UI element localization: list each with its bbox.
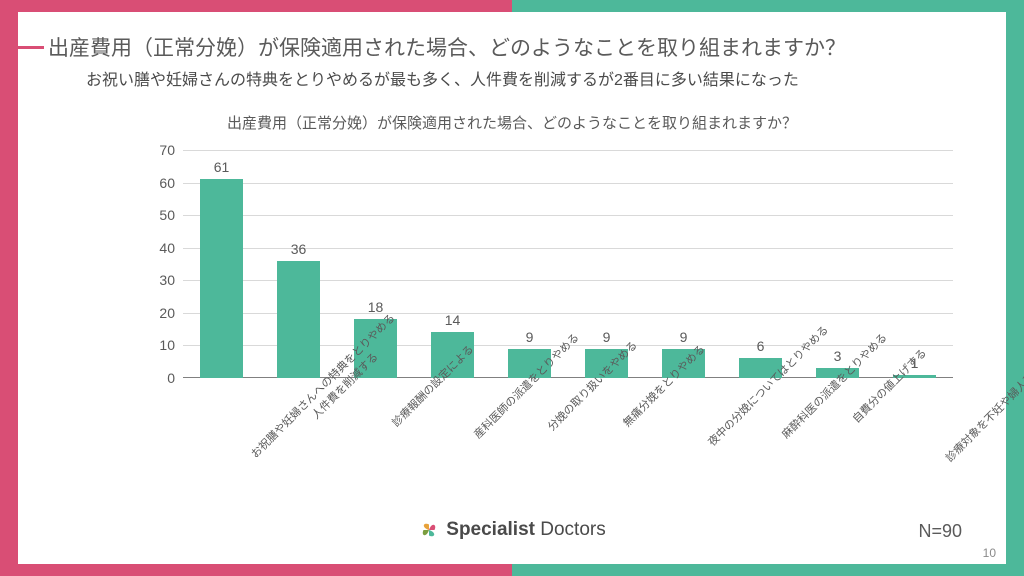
bar-group: 36 <box>277 261 319 378</box>
y-tick-label: 70 <box>159 142 175 158</box>
y-tick-label: 0 <box>167 370 175 386</box>
bar-value-label: 14 <box>431 312 473 328</box>
logo-text: Specialist Doctors <box>446 519 605 541</box>
footer-logo: Specialist Doctors <box>418 519 605 541</box>
grid-line <box>183 215 953 216</box>
y-tick-label: 60 <box>159 175 175 191</box>
y-tick-label: 30 <box>159 272 175 288</box>
footer-logo-wrap: Specialist Doctors <box>18 519 1006 546</box>
y-tick-label: 40 <box>159 240 175 256</box>
grid-line <box>183 183 953 184</box>
bar-value-label: 6 <box>739 338 781 354</box>
sample-size: N=90 <box>918 521 962 542</box>
y-tick-label: 10 <box>159 337 175 353</box>
chart-title: 出産費用（正常分娩）が保険適用された場合、どのようなことを取り組まれますか？ <box>18 112 1006 133</box>
bar-value-label: 61 <box>200 159 242 175</box>
bar <box>200 179 242 378</box>
y-tick-label: 20 <box>159 305 175 321</box>
page-title: 出産費用（正常分娩）が保険適用された場合、どのようなことを取り組まれますか？ <box>48 32 846 62</box>
page-number: 10 <box>983 546 996 560</box>
bar-group: 61 <box>200 179 242 378</box>
pinwheel-icon <box>418 519 440 541</box>
title-tick <box>18 46 44 49</box>
content-panel: 出産費用（正常分娩）が保険適用された場合、どのようなことを取り組まれますか？ お… <box>18 12 1006 564</box>
x-axis-labels: お祝膳や妊婦さんへの特典をとりやめる人件費を削減する診療報酬の設定による産科医師… <box>183 380 953 520</box>
bar-value-label: 9 <box>508 329 550 345</box>
bar <box>277 261 319 378</box>
bar-value-label: 36 <box>277 241 319 257</box>
page-subtitle: お祝い膳や妊婦さんの特典をとりやめるが最も多く、人件費を削減するが2番目に多い結… <box>86 66 799 90</box>
grid-line <box>183 150 953 151</box>
bar-value-label: 9 <box>585 329 627 345</box>
title-row: 出産費用（正常分娩）が保険適用された場合、どのようなことを取り組まれますか？ <box>18 32 846 62</box>
y-tick-label: 50 <box>159 207 175 223</box>
bar-chart: 01020304050607061361814999631 <box>133 140 953 378</box>
